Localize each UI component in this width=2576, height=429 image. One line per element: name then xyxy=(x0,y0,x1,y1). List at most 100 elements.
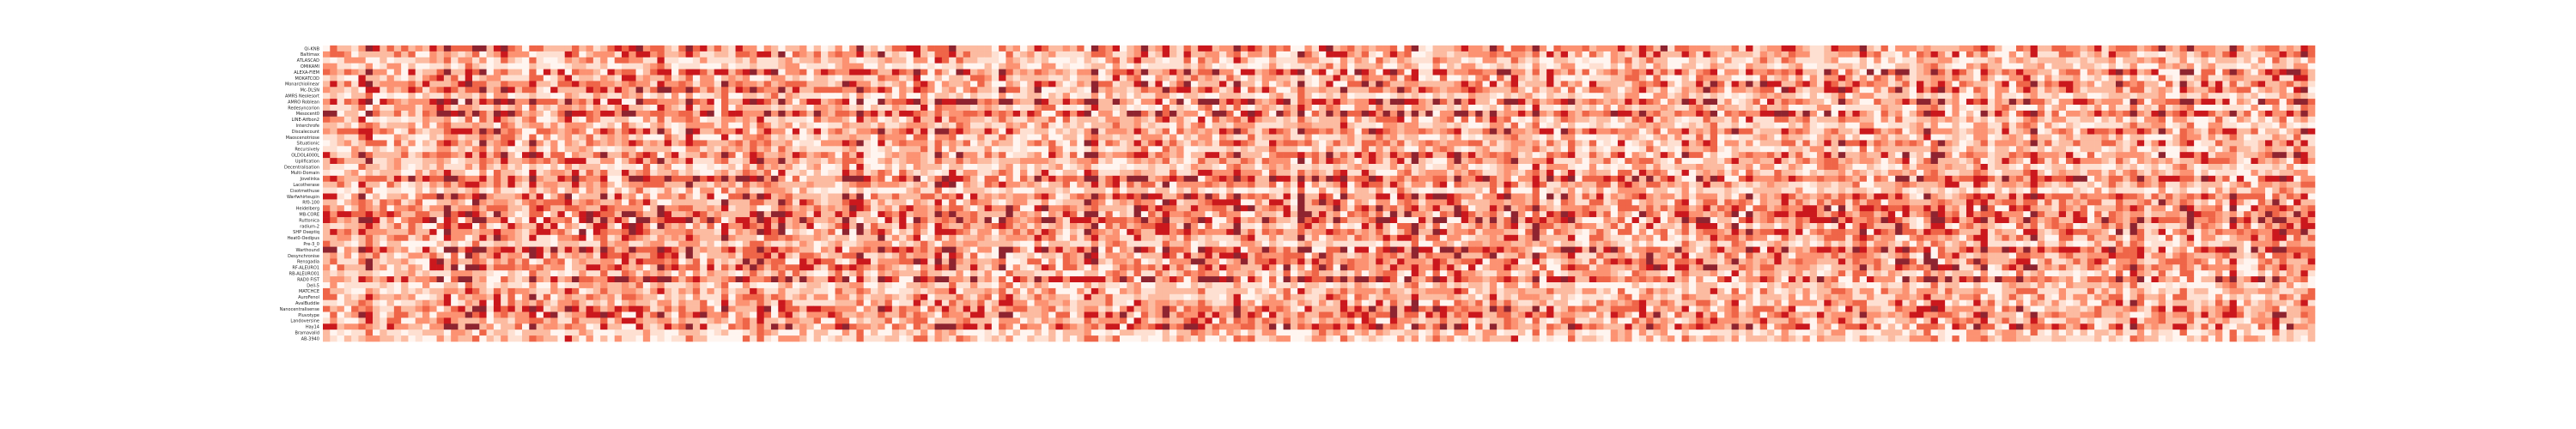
heatmap-cell xyxy=(1347,57,1355,63)
heatmap-cell xyxy=(529,146,537,152)
heatmap-cell xyxy=(1369,123,1376,129)
heatmap-cell xyxy=(892,69,900,76)
heatmap-cell xyxy=(864,105,872,111)
heatmap-cell xyxy=(2187,57,2195,63)
heatmap-cell xyxy=(1696,45,1704,51)
heatmap-cell xyxy=(899,76,907,82)
heatmap-cell xyxy=(2066,105,2074,111)
heatmap-cell xyxy=(1767,123,1775,129)
heatmap-cell xyxy=(764,99,772,105)
heatmap-cell xyxy=(1284,99,1291,105)
heatmap-cell xyxy=(2237,135,2245,141)
heatmap-cell xyxy=(700,87,708,93)
heatmap-cell xyxy=(1297,81,1305,87)
heatmap-cell xyxy=(1170,111,1177,117)
heatmap-cell xyxy=(1945,135,1953,141)
heatmap-cell xyxy=(1077,81,1084,87)
heatmap-cell xyxy=(1191,123,1199,129)
heatmap-cell xyxy=(351,81,359,87)
heatmap-cell xyxy=(607,87,615,93)
heatmap-cell xyxy=(579,99,586,105)
heatmap-cell xyxy=(1141,99,1149,105)
heatmap-cell xyxy=(786,69,793,76)
heatmap-cell xyxy=(871,76,878,82)
heatmap-cell xyxy=(1852,140,1860,146)
heatmap-cell xyxy=(2237,63,2245,69)
heatmap-cell xyxy=(1561,129,1569,135)
heatmap-cell xyxy=(1540,123,1547,129)
heatmap-cell xyxy=(1127,117,1134,123)
heatmap-cell xyxy=(1063,146,1071,152)
heatmap-cell xyxy=(586,81,594,87)
heatmap-cell xyxy=(1902,93,1910,99)
heatmap-cell xyxy=(1603,129,1611,135)
heatmap-cell xyxy=(401,87,409,93)
heatmap-cell xyxy=(2087,57,2095,63)
heatmap-cell xyxy=(2081,111,2088,117)
heatmap-cell xyxy=(1952,105,1959,111)
heatmap-cell xyxy=(1461,63,1469,69)
heatmap-cell xyxy=(1767,63,1775,69)
heatmap-cell xyxy=(1995,129,2002,135)
heatmap-cell xyxy=(2166,63,2173,69)
heatmap-cell xyxy=(1959,87,1967,93)
heatmap-cell xyxy=(842,140,850,146)
heatmap-cell xyxy=(2258,105,2266,111)
heatmap-cell xyxy=(977,135,985,141)
heatmap-cell xyxy=(2166,105,2173,111)
heatmap-cell xyxy=(323,105,331,111)
heatmap-cell xyxy=(1027,63,1035,69)
heatmap-cell xyxy=(2293,45,2301,51)
heatmap-cell xyxy=(1447,63,1455,69)
heatmap-cell xyxy=(1077,87,1084,93)
heatmap-cell xyxy=(778,87,786,93)
heatmap-cell xyxy=(1525,81,1533,87)
heatmap-cell xyxy=(750,57,757,63)
heatmap-cell xyxy=(1404,117,1412,123)
heatmap-cell xyxy=(515,123,523,129)
heatmap-cell xyxy=(1326,81,1334,87)
heatmap-cell xyxy=(1888,129,1896,135)
heatmap-cell xyxy=(1304,57,1312,63)
heatmap-cell xyxy=(1468,76,1476,82)
heatmap-cell xyxy=(1959,105,1967,111)
heatmap-cell xyxy=(494,129,501,135)
heatmap-cell xyxy=(2194,63,2202,69)
heatmap-cell xyxy=(914,51,921,57)
heatmap-cell xyxy=(2151,63,2159,69)
heatmap-cell xyxy=(544,93,551,99)
heatmap-cell xyxy=(2137,129,2145,135)
heatmap-cell xyxy=(1005,111,1013,117)
heatmap-cell xyxy=(1674,45,1682,51)
heatmap-cell xyxy=(408,117,416,123)
heatmap-cell xyxy=(1981,111,1989,117)
heatmap-cell xyxy=(1674,81,1682,87)
heatmap-cell xyxy=(1425,63,1433,69)
heatmap-cell xyxy=(992,99,999,105)
heatmap-cell xyxy=(1511,63,1519,69)
heatmap-cell xyxy=(828,105,835,111)
heatmap-cell xyxy=(1504,51,1511,57)
heatmap-cell xyxy=(2287,69,2294,76)
heatmap-cell xyxy=(821,99,829,105)
heatmap-cell xyxy=(942,57,950,63)
heatmap-cell xyxy=(970,135,978,141)
heatmap-cell xyxy=(1255,123,1262,129)
heatmap-cell xyxy=(1689,76,1697,82)
heatmap-cell xyxy=(2130,140,2138,146)
heatmap-cell xyxy=(1789,63,1796,69)
heatmap-cell xyxy=(1782,87,1789,93)
heatmap-cell xyxy=(1291,105,1298,111)
heatmap-cell xyxy=(2208,45,2216,51)
heatmap-cell xyxy=(1824,135,1832,141)
heatmap-cell xyxy=(970,146,978,152)
heatmap-cell xyxy=(835,87,843,93)
heatmap-cell xyxy=(1852,51,1860,57)
heatmap-cell xyxy=(629,76,636,82)
heatmap-cell xyxy=(2101,105,2109,111)
heatmap-cell xyxy=(657,135,665,141)
heatmap-cell xyxy=(835,76,843,82)
heatmap-cell xyxy=(736,81,744,87)
heatmap-cell xyxy=(2044,135,2052,141)
heatmap-cell xyxy=(1703,93,1710,99)
